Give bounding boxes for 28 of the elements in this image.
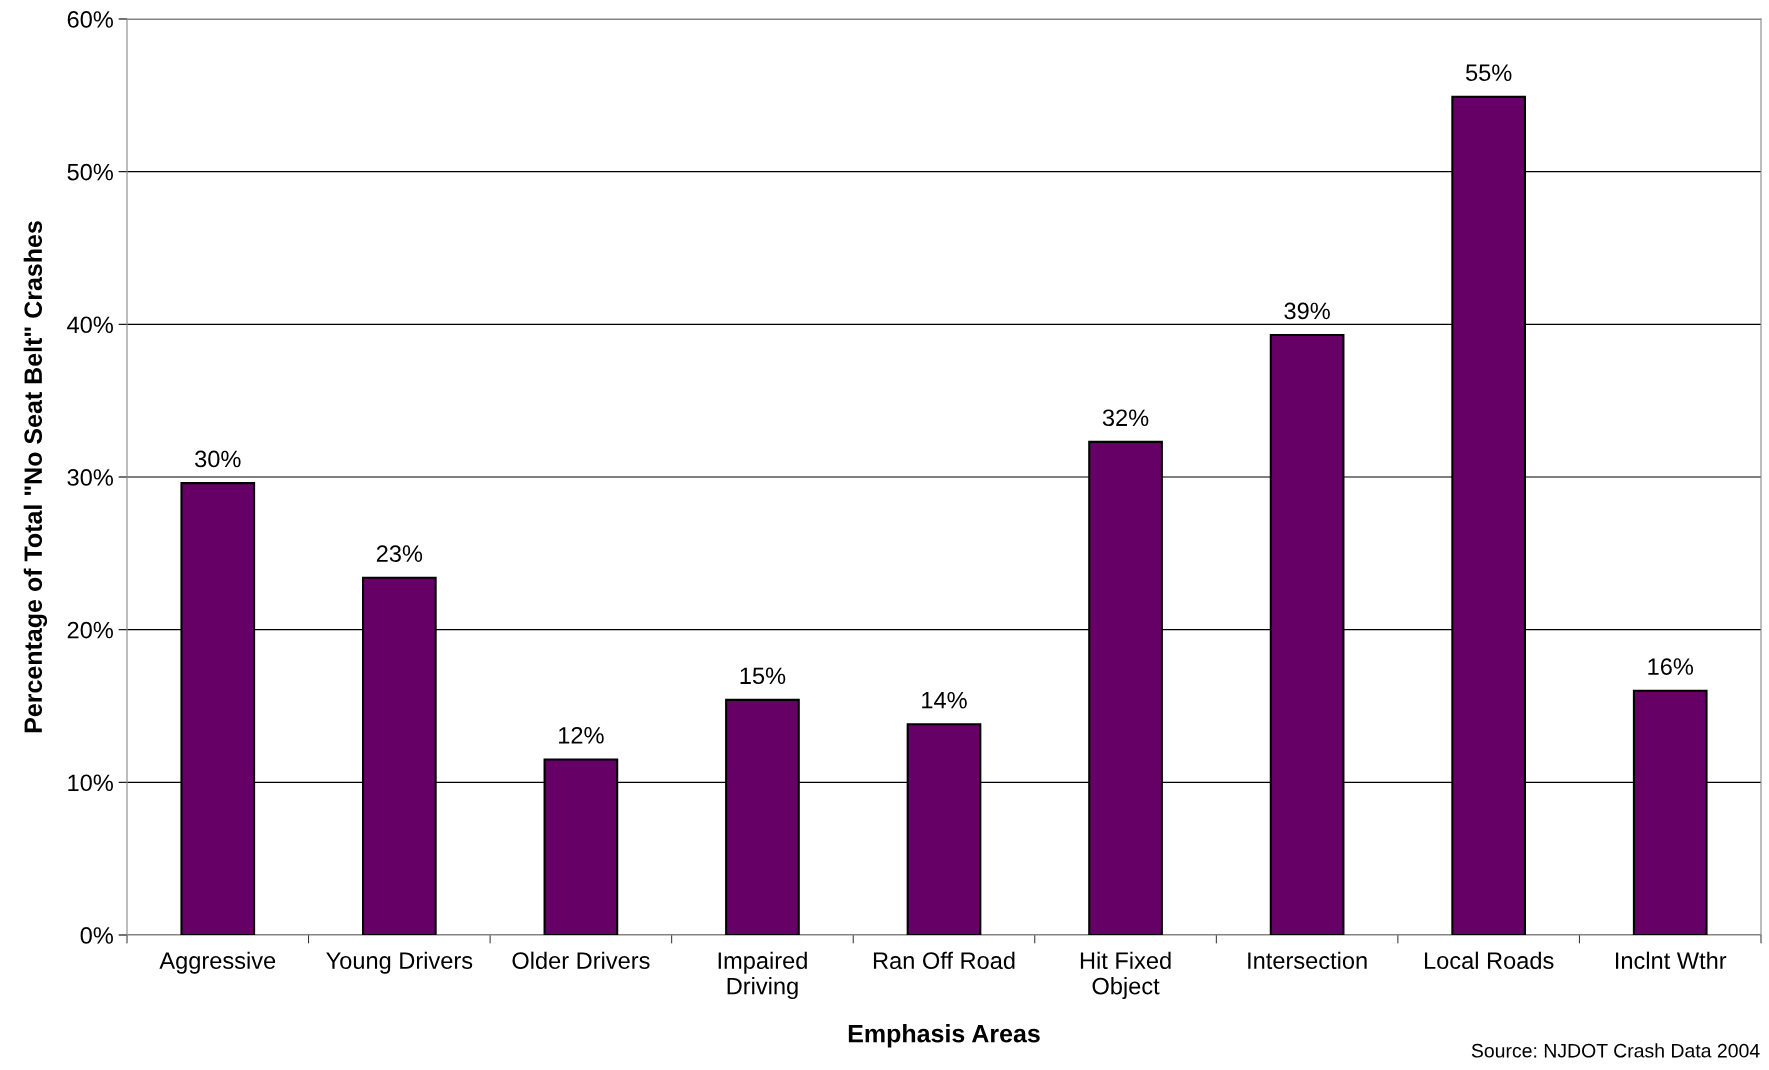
- x-axis-title: Emphasis Areas: [848, 1024, 1040, 1048]
- source-note: Source: NJDOT Crash Data 2004: [1471, 1043, 1760, 1058]
- x-tick-label: Ran Off Road: [873, 951, 1015, 970]
- x-tick-label: Hit Fixed Object: [1080, 951, 1171, 1000]
- x-tick-label: Impaired Driving: [718, 951, 807, 1000]
- data-label: 16%: [1648, 658, 1694, 675]
- y-tick-label: 60%: [67, 11, 113, 28]
- x-tick-label: Local Roads: [1424, 951, 1554, 970]
- x-tick-label: Intersection: [1248, 951, 1367, 970]
- data-label: 55%: [1465, 64, 1512, 82]
- data-label: 30%: [195, 450, 241, 468]
- y-tick-label: 10%: [68, 774, 113, 792]
- y-tick-label: 50%: [67, 163, 113, 181]
- data-label: 39%: [1284, 302, 1330, 320]
- x-tick-label: Young Drivers: [326, 951, 473, 974]
- data-label: 32%: [1102, 409, 1149, 427]
- y-tick-label: 0%: [80, 927, 113, 944]
- data-label: 15%: [740, 667, 786, 685]
- data-label: 14%: [922, 691, 967, 709]
- y-tick-label: 40%: [67, 316, 113, 334]
- data-label: 12%: [559, 726, 604, 744]
- x-tick-label: Inclnt Wthr: [1615, 951, 1727, 970]
- y-axis-title: Percentage of Total "No Seat Belt" Crashes: [23, 221, 48, 733]
- x-tick-label: Aggressive: [159, 951, 276, 974]
- y-tick-label: 30%: [67, 469, 113, 486]
- y-tick-label: 20%: [67, 621, 113, 639]
- data-label: 23%: [376, 545, 423, 562]
- x-tick-label: Older Drivers: [512, 951, 650, 970]
